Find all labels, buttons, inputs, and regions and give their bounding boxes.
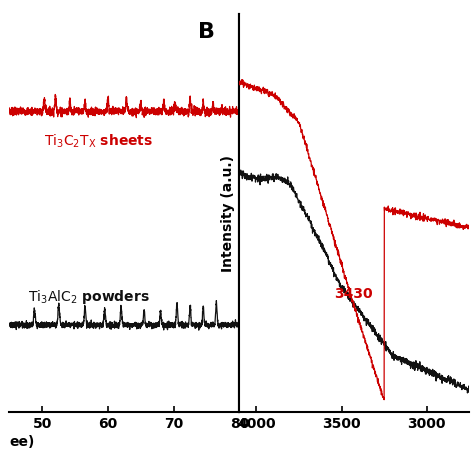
Y-axis label: Intensity (a.u.): Intensity (a.u.) — [221, 155, 235, 272]
Text: $\mathrm{Ti_3AlC_2}$ powders: $\mathrm{Ti_3AlC_2}$ powders — [28, 288, 150, 306]
X-axis label: ee): ee) — [9, 436, 35, 449]
Text: $\mathrm{Ti_3C_2T_X}$ sheets: $\mathrm{Ti_3C_2T_X}$ sheets — [44, 133, 153, 150]
Text: B: B — [198, 22, 215, 42]
Text: 3430: 3430 — [334, 287, 373, 301]
